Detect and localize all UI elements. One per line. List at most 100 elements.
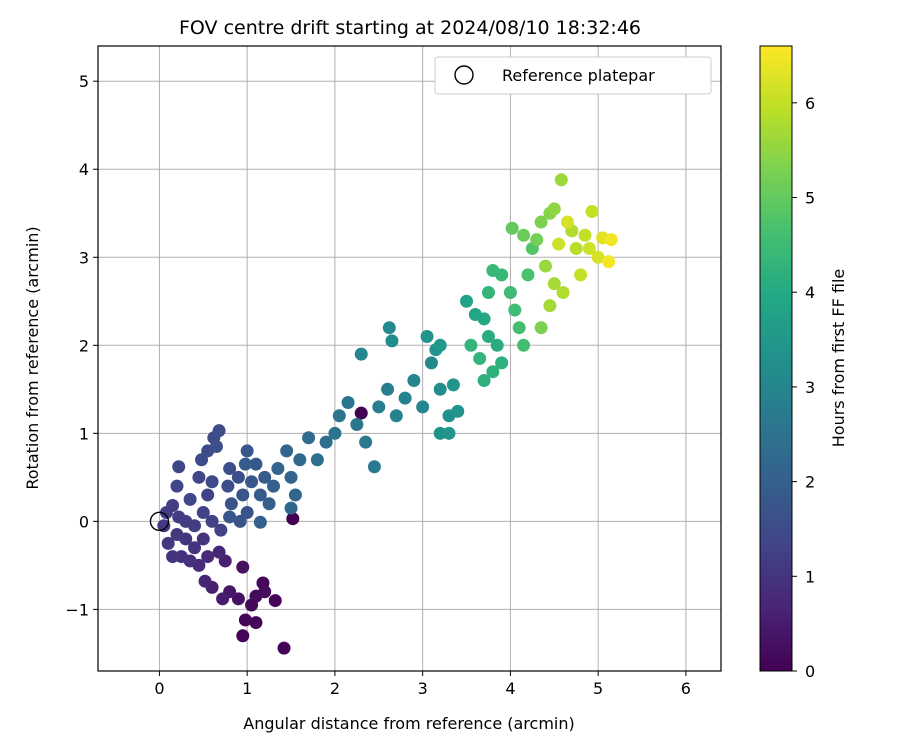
data-point bbox=[216, 592, 230, 606]
data-point bbox=[332, 409, 346, 423]
data-point bbox=[319, 435, 333, 449]
data-point bbox=[262, 497, 276, 511]
data-point bbox=[280, 444, 294, 458]
data-point bbox=[233, 514, 247, 528]
data-point bbox=[477, 374, 491, 388]
legend: Reference platepar bbox=[434, 56, 712, 95]
data-point bbox=[188, 519, 202, 533]
data-point bbox=[205, 514, 219, 528]
data-point bbox=[240, 444, 254, 458]
data-point bbox=[212, 545, 226, 559]
colorbar-label: Hours from first FF file bbox=[829, 269, 848, 448]
colorbar-tick-label: 5 bbox=[805, 189, 815, 208]
data-point bbox=[166, 499, 180, 513]
data-point bbox=[433, 338, 447, 352]
colorbar-tick-label: 4 bbox=[805, 283, 815, 302]
data-point bbox=[161, 536, 175, 550]
data-point bbox=[554, 173, 568, 187]
data-point bbox=[350, 418, 364, 432]
data-point bbox=[473, 352, 487, 365]
data-point bbox=[560, 215, 574, 229]
data-point bbox=[236, 560, 250, 574]
data-point bbox=[236, 488, 250, 502]
data-point bbox=[585, 204, 599, 218]
y-tick-label: 0 bbox=[79, 512, 89, 531]
data-point bbox=[433, 382, 447, 396]
data-point bbox=[249, 457, 263, 471]
colorbar-tick-label: 6 bbox=[805, 94, 815, 113]
y-tick-label: 3 bbox=[79, 248, 89, 267]
data-point bbox=[451, 404, 465, 418]
data-point bbox=[367, 460, 381, 474]
y-tick-label: 1 bbox=[79, 424, 89, 443]
data-point bbox=[196, 506, 210, 520]
data-point bbox=[508, 303, 522, 317]
data-point bbox=[547, 277, 561, 291]
data-point bbox=[286, 512, 300, 526]
x-tick-label: 0 bbox=[154, 679, 164, 698]
data-point bbox=[591, 250, 605, 264]
data-point bbox=[547, 202, 561, 216]
x-tick-label: 3 bbox=[418, 679, 428, 698]
data-point bbox=[530, 233, 544, 247]
x-tick-label: 4 bbox=[505, 679, 515, 698]
data-point bbox=[271, 462, 285, 476]
data-point bbox=[372, 400, 386, 414]
data-point bbox=[495, 356, 509, 370]
data-point bbox=[288, 488, 302, 502]
colorbar-gradient bbox=[759, 45, 793, 672]
data-point bbox=[198, 574, 212, 588]
data-point bbox=[512, 321, 526, 335]
data-point bbox=[166, 550, 180, 564]
data-point bbox=[284, 501, 298, 515]
data-point bbox=[258, 470, 272, 484]
data-point bbox=[556, 285, 570, 299]
data-point bbox=[157, 519, 171, 533]
data-point bbox=[442, 426, 456, 440]
data-point bbox=[245, 475, 259, 489]
data-point bbox=[224, 497, 238, 511]
data-point bbox=[170, 479, 184, 493]
data-point bbox=[381, 382, 395, 396]
data-point bbox=[170, 528, 184, 542]
legend-label: Reference platepar bbox=[502, 66, 655, 85]
data-point bbox=[221, 479, 235, 493]
x-axis-ticks: 0 1 2 3 4 5 6 bbox=[154, 671, 691, 698]
data-point bbox=[552, 237, 566, 251]
data-point bbox=[398, 391, 412, 405]
data-point bbox=[236, 629, 250, 643]
data-point bbox=[172, 460, 186, 474]
colorbar-tick-label: 1 bbox=[805, 567, 815, 586]
data-point bbox=[534, 215, 548, 229]
y-tick-label: 5 bbox=[79, 72, 89, 91]
data-point bbox=[517, 338, 531, 352]
y-tick-label: 2 bbox=[79, 336, 89, 355]
data-point bbox=[464, 338, 478, 352]
data-point bbox=[481, 329, 495, 343]
data-point bbox=[385, 334, 399, 348]
data-point bbox=[310, 453, 324, 467]
y-tick-label: 4 bbox=[79, 160, 89, 179]
data-point bbox=[284, 470, 298, 484]
data-point bbox=[201, 488, 215, 502]
data-point bbox=[543, 299, 557, 313]
data-point bbox=[238, 613, 252, 627]
legend-box bbox=[434, 56, 712, 95]
colorbar-tick-label: 3 bbox=[805, 378, 815, 397]
data-point bbox=[231, 592, 245, 606]
data-point bbox=[490, 338, 504, 352]
data-point bbox=[253, 515, 267, 529]
data-point bbox=[192, 470, 206, 484]
x-tick-label: 6 bbox=[681, 679, 691, 698]
data-point bbox=[266, 479, 280, 493]
data-point bbox=[495, 268, 509, 282]
data-point bbox=[602, 255, 616, 269]
data-points bbox=[149, 173, 618, 655]
colorbar-tick-label: 0 bbox=[805, 662, 815, 681]
data-point bbox=[354, 347, 368, 361]
data-point bbox=[183, 492, 197, 506]
data-point bbox=[231, 470, 245, 484]
data-point bbox=[481, 285, 495, 299]
data-point bbox=[205, 475, 219, 489]
